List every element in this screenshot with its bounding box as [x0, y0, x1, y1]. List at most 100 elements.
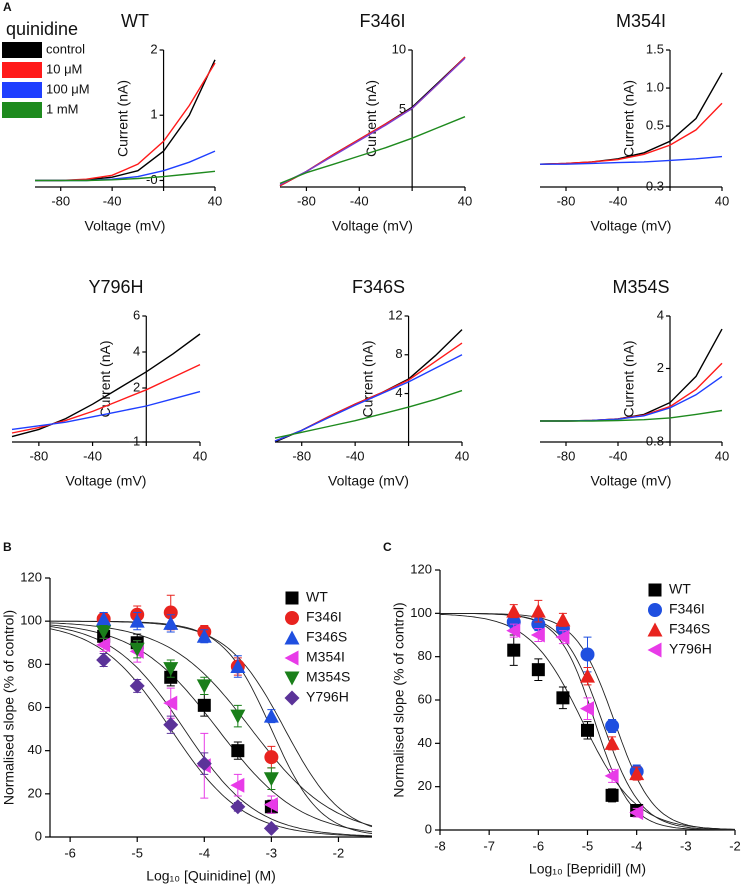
x-tick-label: 40 [193, 448, 207, 463]
trace [274, 354, 463, 442]
y-tick-label: 80 [418, 648, 432, 663]
panel-letter: A [3, 0, 12, 14]
y-tick-label: 8 [395, 346, 402, 361]
y-tick-label: -0 [146, 172, 158, 187]
marker [648, 583, 662, 597]
y-tick-label: 120 [410, 561, 432, 576]
x-tick-label: -40 [609, 193, 628, 208]
x-tick-label: -40 [609, 448, 628, 463]
marker [96, 637, 111, 653]
trace [540, 155, 723, 165]
y-tick-label: 100 [20, 613, 42, 628]
trace [35, 170, 216, 182]
y-axis-label: Current (nA) [359, 340, 375, 417]
x-tick-label: 40 [715, 448, 729, 463]
legend-label: M354I [306, 649, 345, 665]
y-axis-label: Current (nA) [621, 80, 637, 157]
legend-label: F346I [306, 609, 342, 625]
chart-title: WT [121, 11, 149, 31]
y-tick-label: 10 [392, 41, 406, 56]
x-axis-label: Log₁₀ [Quinidine] (M) [146, 868, 276, 884]
chart-title: Y796H [88, 277, 143, 297]
legend-label: 1 mM [46, 101, 79, 116]
marker [506, 623, 521, 639]
x-axis-label: Voltage (mV) [328, 473, 409, 489]
marker [285, 591, 299, 605]
legend-swatch [2, 42, 42, 58]
marker [647, 622, 663, 637]
marker [263, 797, 278, 813]
y-axis-label: Current (nA) [621, 340, 637, 417]
x-tick-label: -80 [557, 448, 576, 463]
marker [129, 678, 145, 694]
x-tick-label: -40 [346, 448, 365, 463]
x-tick-label: -80 [29, 448, 48, 463]
legend-label: 10 μM [46, 61, 82, 76]
legend-label: M354S [306, 669, 350, 685]
x-tick-label: -40 [83, 448, 102, 463]
x-tick-label: 40 [458, 193, 472, 208]
y-tick-label: 12 [388, 307, 402, 322]
x-tick-label: -80 [51, 193, 70, 208]
marker [263, 708, 279, 723]
legend-label: F346S [306, 629, 347, 645]
marker [605, 788, 619, 802]
y-tick-label: -0.3 [642, 178, 664, 193]
x-tick-label: 40 [208, 193, 222, 208]
x-tick-label: -5 [582, 838, 594, 853]
trace [539, 102, 723, 165]
y-tick-label: 120 [20, 569, 42, 584]
marker [231, 744, 245, 758]
trace [540, 409, 723, 422]
x-tick-label: -2 [333, 845, 345, 860]
marker [648, 603, 662, 617]
x-axis-label: Voltage (mV) [591, 218, 672, 234]
y-tick-label: 4 [395, 385, 402, 400]
y-axis-label: Current (nA) [363, 80, 379, 157]
y-tick-label: 0 [35, 828, 42, 843]
y-tick-label: -0.8 [642, 433, 664, 448]
y-axis-label: Current (nA) [114, 80, 130, 157]
marker [530, 627, 545, 643]
legend-swatch [2, 102, 42, 118]
marker [163, 662, 179, 677]
marker [263, 772, 279, 787]
marker [230, 709, 246, 724]
marker [531, 617, 546, 632]
x-tick-label: -4 [631, 838, 643, 853]
marker [555, 612, 571, 627]
marker [506, 603, 522, 618]
y-tick-label: 2 [133, 379, 140, 394]
y-tick-label: 1 [150, 107, 157, 122]
x-tick-label: -40 [103, 193, 122, 208]
marker [196, 756, 212, 772]
x-axis-label: Voltage (mV) [66, 473, 147, 489]
marker [263, 820, 279, 836]
y-tick-label: -1 [129, 433, 141, 448]
marker [285, 611, 299, 625]
trace [279, 116, 466, 185]
y-tick-label: 0.5 [646, 118, 664, 133]
marker [129, 642, 145, 657]
legend-label: WT [306, 589, 328, 605]
y-tick-label: 6 [133, 307, 140, 322]
y-tick-label: 1.0 [646, 79, 664, 94]
y-tick-label: 2 [150, 41, 157, 56]
marker [580, 668, 595, 683]
marker [196, 679, 212, 694]
trace [274, 389, 463, 439]
marker [555, 629, 570, 645]
marker [163, 695, 178, 711]
x-axis-label: Voltage (mV) [591, 473, 672, 489]
x-tick-label: -5 [131, 845, 143, 860]
marker [507, 643, 521, 657]
marker [163, 615, 179, 630]
marker [629, 805, 644, 821]
legend-label: control [46, 41, 85, 56]
marker [96, 652, 112, 668]
chart-title: F346S [352, 277, 405, 297]
y-tick-label: 60 [418, 691, 432, 706]
trace [279, 57, 466, 186]
legend-label: F346S [669, 621, 710, 637]
legend-swatch [2, 82, 42, 98]
